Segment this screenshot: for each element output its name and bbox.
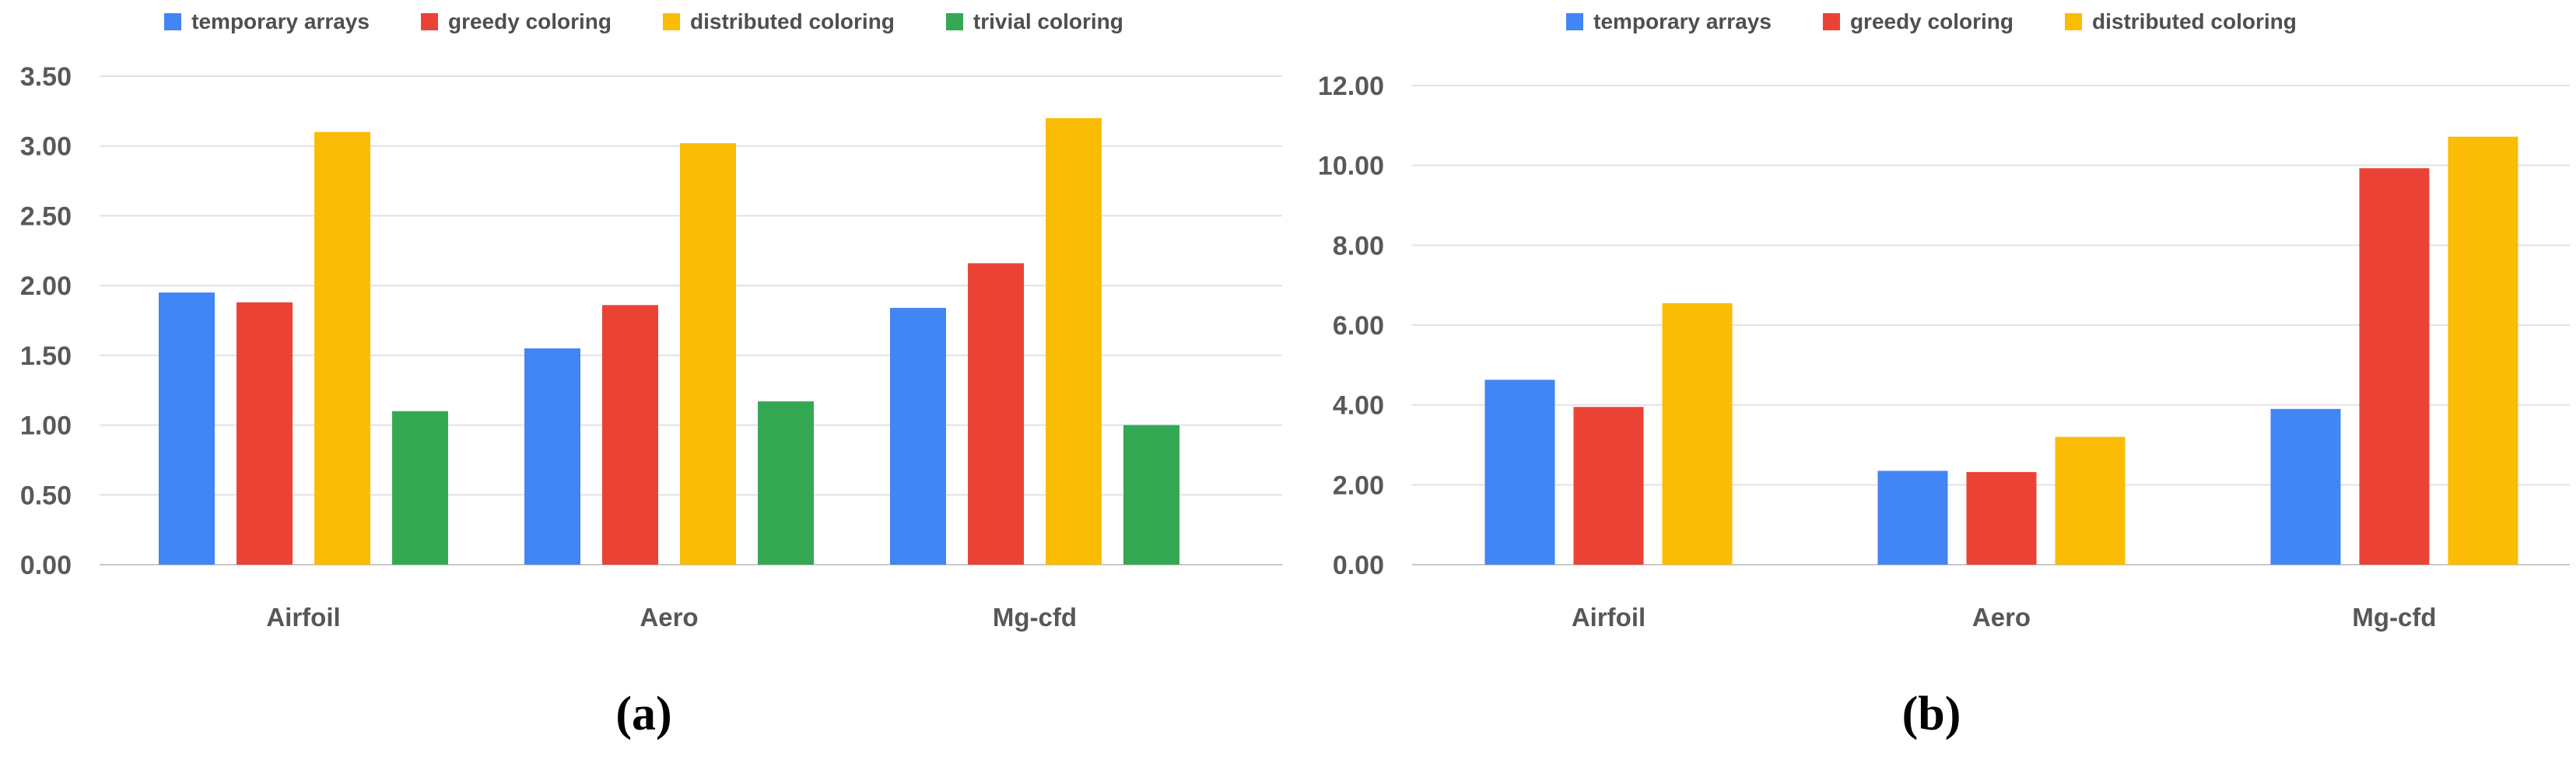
bar-distributed-coloring-Mg-cfd — [1046, 117, 1102, 565]
legend-item-temporary-arrays: temporary arrays — [164, 9, 370, 34]
y-tick-label: 4.00 — [1333, 391, 1384, 421]
bar-temporary-arrays-Aero — [524, 348, 580, 565]
legend-a: temporary arrays greedy coloring distribut… — [0, 0, 1288, 43]
bar-chart-b: 0.00 2.00 4.00 6.00 8.00 10.00 12.00 Airfoil Aer… — [1318, 72, 2570, 632]
y-tick-label: 8.00 — [1333, 231, 1384, 261]
legend-swatch-icon — [1822, 12, 1840, 30]
bar-chart-a: 0.00 0.50 1.00 1.50 2.00 2.50 3.00 3.50 Airfoil A… — [20, 62, 1282, 632]
legend-b: temporary arrays greedy coloring distribut… — [1288, 0, 2575, 43]
legend-label: trivial coloring — [973, 9, 1123, 33]
x-category-label-Airfoil: Airfoil — [1572, 603, 1645, 632]
y-tick-label: 2.00 — [1333, 471, 1384, 500]
legend-swatch-icon — [2064, 12, 2082, 30]
legend-item-distributed-coloring: distributed coloring — [2064, 9, 2297, 34]
bar-distributed-coloring-Airfoil — [314, 131, 370, 565]
bar-temporary-arrays-Airfoil — [1484, 380, 1555, 565]
caption-a: (a) — [615, 688, 672, 740]
x-category-label-Aero: Aero — [1972, 603, 2031, 632]
legend-swatch-icon — [420, 12, 438, 30]
bar-temporary-arrays-Mg-cfd — [890, 307, 946, 565]
legend-swatch-icon — [663, 12, 681, 30]
legend-item-trivial-coloring: trivial coloring — [945, 9, 1123, 34]
y-tick-label: 2.50 — [20, 201, 72, 231]
x-category-label-Mg-cfd: Mg-cfd — [993, 603, 1077, 632]
bar-greedy-coloring-Mg-cfd — [968, 263, 1024, 565]
bar-greedy-coloring-Airfoil — [237, 302, 293, 565]
chart-panel-a: temporary arrays greedy coloring distribut… — [0, 0, 1288, 740]
bar-distributed-coloring-Mg-cfd — [2448, 136, 2518, 565]
legend-item-greedy-coloring: greedy coloring — [420, 9, 612, 34]
bar-distributed-coloring-Aero — [680, 143, 736, 565]
legend-label: temporary arrays — [191, 9, 370, 33]
y-tick-label: 0.50 — [20, 481, 72, 510]
bar-greedy-coloring-Aero — [1966, 471, 2037, 565]
y-tick-label: 12.00 — [1318, 72, 1384, 101]
legend-swatch-icon — [1566, 12, 1584, 30]
legend-swatch-icon — [164, 12, 182, 30]
y-tick-label: 0.00 — [1333, 551, 1384, 580]
bar-temporary-arrays-Airfoil — [159, 292, 215, 565]
legend-item-greedy-coloring: greedy coloring — [1822, 9, 2013, 34]
y-tick-label: 6.00 — [1333, 311, 1384, 341]
bar-distributed-coloring-Aero — [2055, 436, 2126, 565]
legend-swatch-icon — [945, 12, 963, 30]
y-tick-label: 3.50 — [20, 62, 72, 92]
legend-item-temporary-arrays: temporary arrays — [1566, 9, 1772, 34]
legend-label: greedy coloring — [447, 9, 612, 33]
caption-b: (b) — [1901, 688, 1961, 740]
bar-trivial-coloring-Aero — [758, 401, 814, 565]
x-category-label-Mg-cfd: Mg-cfd — [2352, 603, 2436, 632]
y-tick-label: 1.00 — [20, 411, 72, 441]
legend-item-distributed-coloring: distributed coloring — [663, 9, 895, 34]
y-tick-label: 2.00 — [20, 271, 72, 301]
legend-label: temporary arrays — [1593, 9, 1772, 33]
y-tick-label: 10.00 — [1318, 152, 1384, 181]
legend-label: distributed coloring — [2091, 9, 2297, 33]
y-tick-label: 3.00 — [20, 132, 72, 162]
bar-greedy-coloring-Aero — [602, 305, 658, 565]
y-tick-label: 1.50 — [20, 341, 72, 371]
bar-trivial-coloring-Airfoil — [392, 411, 448, 565]
bar-temporary-arrays-Aero — [1877, 471, 1948, 565]
bar-greedy-coloring-Airfoil — [1573, 407, 1644, 565]
bar-distributed-coloring-Airfoil — [1662, 303, 1733, 565]
bar-greedy-coloring-Mg-cfd — [2359, 168, 2430, 565]
bar-temporary-arrays-Mg-cfd — [2270, 408, 2341, 565]
x-category-label-Airfoil: Airfoil — [266, 603, 340, 632]
bar-trivial-coloring-Mg-cfd — [1123, 425, 1179, 565]
legend-label: distributed coloring — [690, 9, 895, 33]
x-category-label-Aero: Aero — [640, 603, 698, 632]
legend-label: greedy coloring — [1849, 9, 2013, 33]
y-tick-label: 0.00 — [20, 551, 72, 580]
chart-panel-b: temporary arrays greedy coloring distribut… — [1288, 0, 2575, 777]
